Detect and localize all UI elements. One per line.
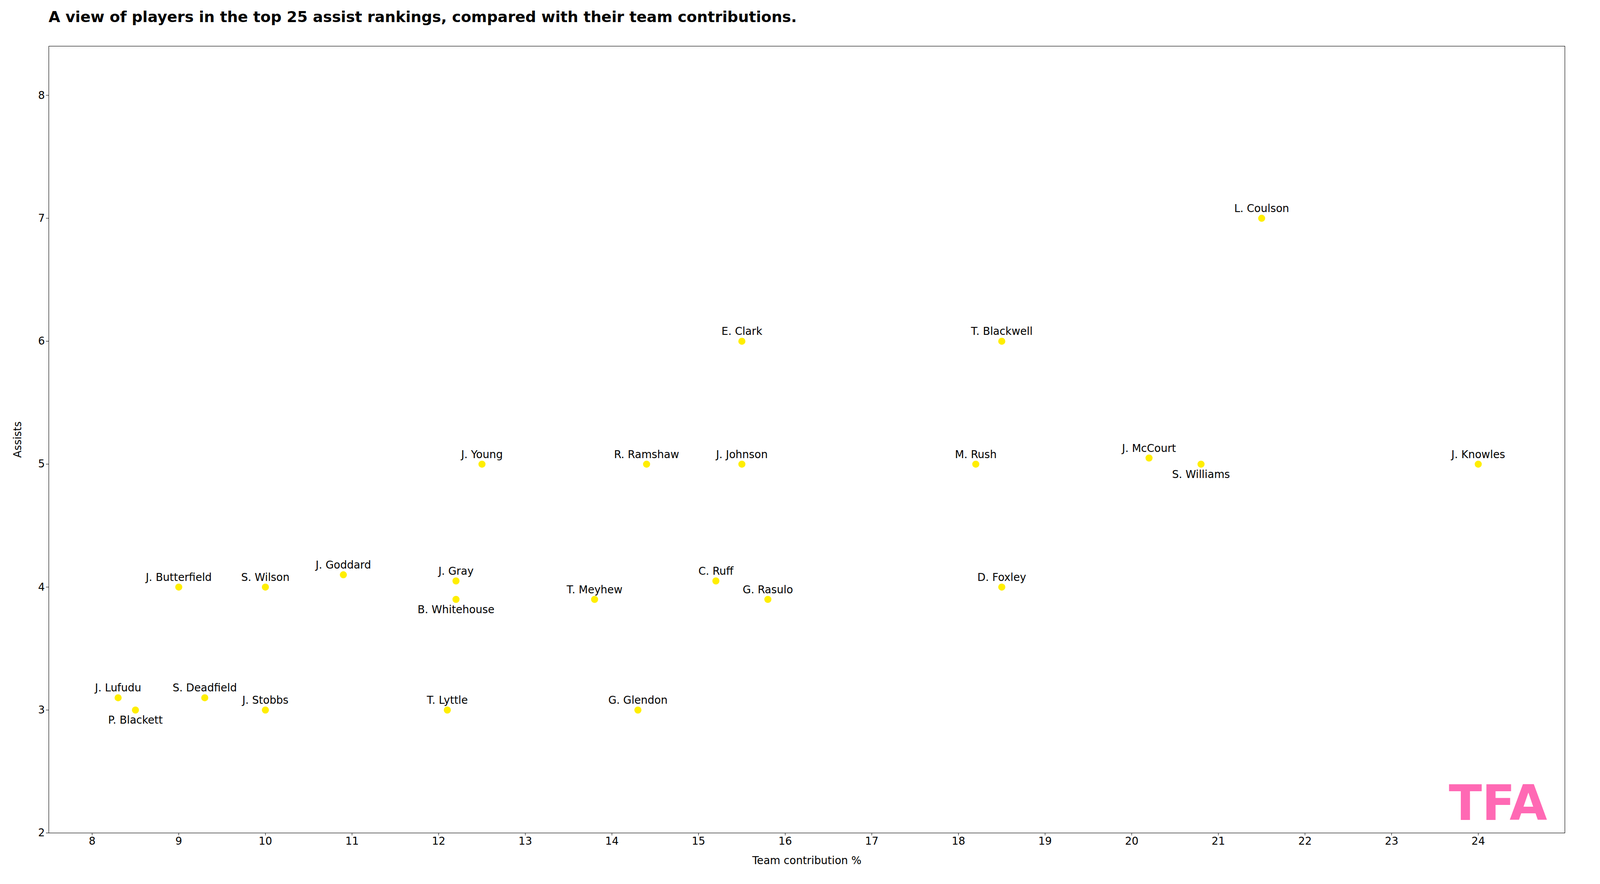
svg-text:24: 24 — [1471, 834, 1486, 848]
svg-text:J. Lufudu: J. Lufudu — [94, 681, 142, 694]
svg-text:S. Wilson: S. Wilson — [241, 571, 290, 584]
svg-text:17: 17 — [864, 834, 879, 848]
html-text:A view of players in the top 2: A view of players in the top 25 assist r… — [48, 7, 797, 26]
svg-text:19: 19 — [1038, 834, 1053, 848]
svg-text:J. Knowles: J. Knowles — [1450, 448, 1506, 461]
svg-text:J. Gray: J. Gray — [437, 564, 474, 578]
svg-text:J. Goddard: J. Goddard — [314, 558, 372, 572]
svg-text:M. Rush: M. Rush — [955, 448, 998, 461]
svg-text:13: 13 — [518, 834, 533, 848]
svg-text:J. Butterfield: J. Butterfield — [144, 571, 212, 584]
svg-text:B. Whitehouse: B. Whitehouse — [417, 603, 495, 616]
svg-text:D. Foxley: D. Foxley — [977, 571, 1027, 584]
svg-text:16: 16 — [778, 834, 793, 848]
svg-text:14: 14 — [605, 834, 619, 848]
svg-text:S. Deadfield: S. Deadfield — [172, 681, 237, 694]
svg-text:18: 18 — [951, 834, 966, 848]
svg-text:T. Meyhew: T. Meyhew — [566, 583, 623, 596]
svg-text:22: 22 — [1298, 834, 1312, 848]
svg-text:23: 23 — [1384, 834, 1399, 848]
svg-text:P. Blackett: P. Blackett — [108, 713, 164, 727]
svg-text:G. Glendon: G. Glendon — [608, 693, 668, 707]
svg-text:T. Blackwell: T. Blackwell — [970, 325, 1033, 338]
svg-text:J. Johnson: J. Johnson — [715, 448, 768, 461]
svg-text:E. Clark: E. Clark — [721, 325, 763, 338]
svg-text:5: 5 — [37, 457, 45, 471]
svg-text:2: 2 — [37, 826, 45, 839]
svg-text:4: 4 — [37, 580, 45, 594]
svg-text:15: 15 — [691, 834, 706, 848]
svg-text:Assists: Assists — [11, 421, 24, 459]
svg-text:7: 7 — [37, 212, 45, 225]
svg-text:J. Young: J. Young — [460, 448, 503, 461]
svg-text:6: 6 — [37, 334, 45, 348]
svg-text:8: 8 — [88, 834, 96, 848]
svg-text:C. Ruff: C. Ruff — [698, 564, 734, 578]
svg-text:G. Rasulo: G. Rasulo — [742, 583, 793, 596]
svg-text:11: 11 — [345, 834, 360, 848]
svg-text:S. Williams: S. Williams — [1171, 468, 1230, 481]
svg-text:J. McCourt: J. McCourt — [1121, 442, 1176, 455]
svg-text:10: 10 — [258, 834, 273, 848]
svg-text:12: 12 — [432, 834, 446, 848]
svg-text:T. Lyttle: T. Lyttle — [426, 693, 468, 707]
svg-text:Team contribution %: Team contribution % — [751, 854, 862, 867]
svg-text:3: 3 — [37, 703, 45, 717]
svg-text:TFA: TFA — [1448, 774, 1548, 832]
svg-text:R. Ramshaw: R. Ramshaw — [614, 448, 679, 461]
svg-text:21: 21 — [1211, 834, 1226, 848]
svg-text:9: 9 — [175, 834, 182, 848]
svg-text:J. Stobbs: J. Stobbs — [241, 693, 289, 707]
svg-text:L. Coulson: L. Coulson — [1234, 202, 1290, 215]
svg-text:20: 20 — [1125, 834, 1139, 848]
svg-text:8: 8 — [37, 88, 45, 102]
